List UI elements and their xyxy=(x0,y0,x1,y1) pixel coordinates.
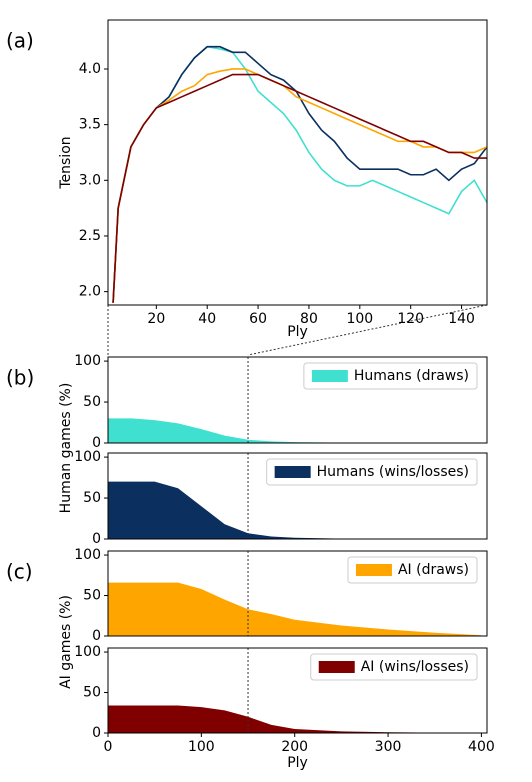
y-tick-label: 100 xyxy=(74,353,101,369)
plot-area xyxy=(108,582,482,636)
line xyxy=(112,45,487,303)
legend: AI (wins/losses) xyxy=(310,653,478,681)
x-tick-label: 20 xyxy=(147,311,165,327)
plot-area xyxy=(108,418,482,443)
x-tick-label: 100 xyxy=(188,739,215,755)
y-tick-label: 2.0 xyxy=(79,284,101,300)
legend-label: AI (wins/losses) xyxy=(361,659,469,675)
legend-swatch xyxy=(311,370,348,382)
area xyxy=(108,582,482,636)
axes-frame xyxy=(107,550,488,637)
y-tick-label: 100 xyxy=(74,547,101,563)
y-tick-label: 50 xyxy=(83,394,101,410)
axes-frame xyxy=(107,647,488,734)
x-tick-label: 140 xyxy=(448,311,475,327)
x-tick-label: 0 xyxy=(104,739,113,755)
legend-swatch xyxy=(355,564,392,576)
y-tick-label: 0 xyxy=(92,435,101,451)
y-tick-label: 50 xyxy=(83,588,101,604)
line xyxy=(112,73,487,303)
x-tick-label: 100 xyxy=(346,311,373,327)
y-tick-label: 4.0 xyxy=(79,61,101,77)
x-tick-label: 200 xyxy=(281,739,308,755)
panel-label: (b) xyxy=(6,366,34,390)
legend-box xyxy=(310,653,478,681)
y-tick-label: 2.5 xyxy=(79,228,101,244)
axes-frame xyxy=(107,356,488,444)
panel-label: (a) xyxy=(6,29,34,53)
panel-label: (c) xyxy=(6,560,33,584)
line xyxy=(112,45,487,303)
legend-box xyxy=(303,362,478,390)
area xyxy=(108,418,482,443)
x-tick-label: 300 xyxy=(375,739,402,755)
line xyxy=(112,68,487,303)
x-tick-label: 80 xyxy=(300,311,318,327)
y-axis-label: AI games (%) xyxy=(58,595,74,689)
x-tick-label: 120 xyxy=(397,311,424,327)
area xyxy=(108,705,482,733)
x-tick-label: 60 xyxy=(249,311,267,327)
x-tick-label: 400 xyxy=(468,739,495,755)
y-axis-label: Tension xyxy=(58,136,74,189)
y-tick-label: 100 xyxy=(74,449,101,465)
y-tick-label: 0 xyxy=(92,531,101,547)
y-tick-label: 0 xyxy=(92,628,101,644)
x-axis-label: Ply xyxy=(287,324,308,340)
x-tick-label: 40 xyxy=(198,311,216,327)
legend-swatch xyxy=(318,661,355,673)
axes-frame xyxy=(107,19,488,306)
plot-area xyxy=(112,45,487,303)
plot-area xyxy=(108,705,482,733)
legend-label: AI (draws) xyxy=(398,562,469,578)
y-axis-label: Human games (%) xyxy=(58,383,74,514)
plot-area xyxy=(108,481,482,539)
legend-swatch xyxy=(274,466,311,478)
legend: Humans (wins/losses) xyxy=(266,458,478,486)
zoom-connector xyxy=(247,304,488,356)
y-tick-label: 50 xyxy=(83,685,101,701)
x-axis-label: Ply xyxy=(287,755,308,771)
y-tick-label: 3.5 xyxy=(79,117,101,133)
y-tick-label: 100 xyxy=(74,644,101,660)
area xyxy=(108,481,482,539)
legend-box xyxy=(347,556,478,584)
legend: Humans (draws) xyxy=(303,362,478,390)
legend: AI (draws) xyxy=(347,556,478,584)
legend-label: Humans (wins/losses) xyxy=(317,464,469,480)
legend-label: Humans (draws) xyxy=(354,368,469,384)
y-tick-label: 50 xyxy=(83,490,101,506)
axes-frame xyxy=(107,452,488,540)
legend-box xyxy=(266,458,478,486)
y-tick-label: 3.0 xyxy=(79,172,101,188)
y-tick-label: 0 xyxy=(92,725,101,741)
